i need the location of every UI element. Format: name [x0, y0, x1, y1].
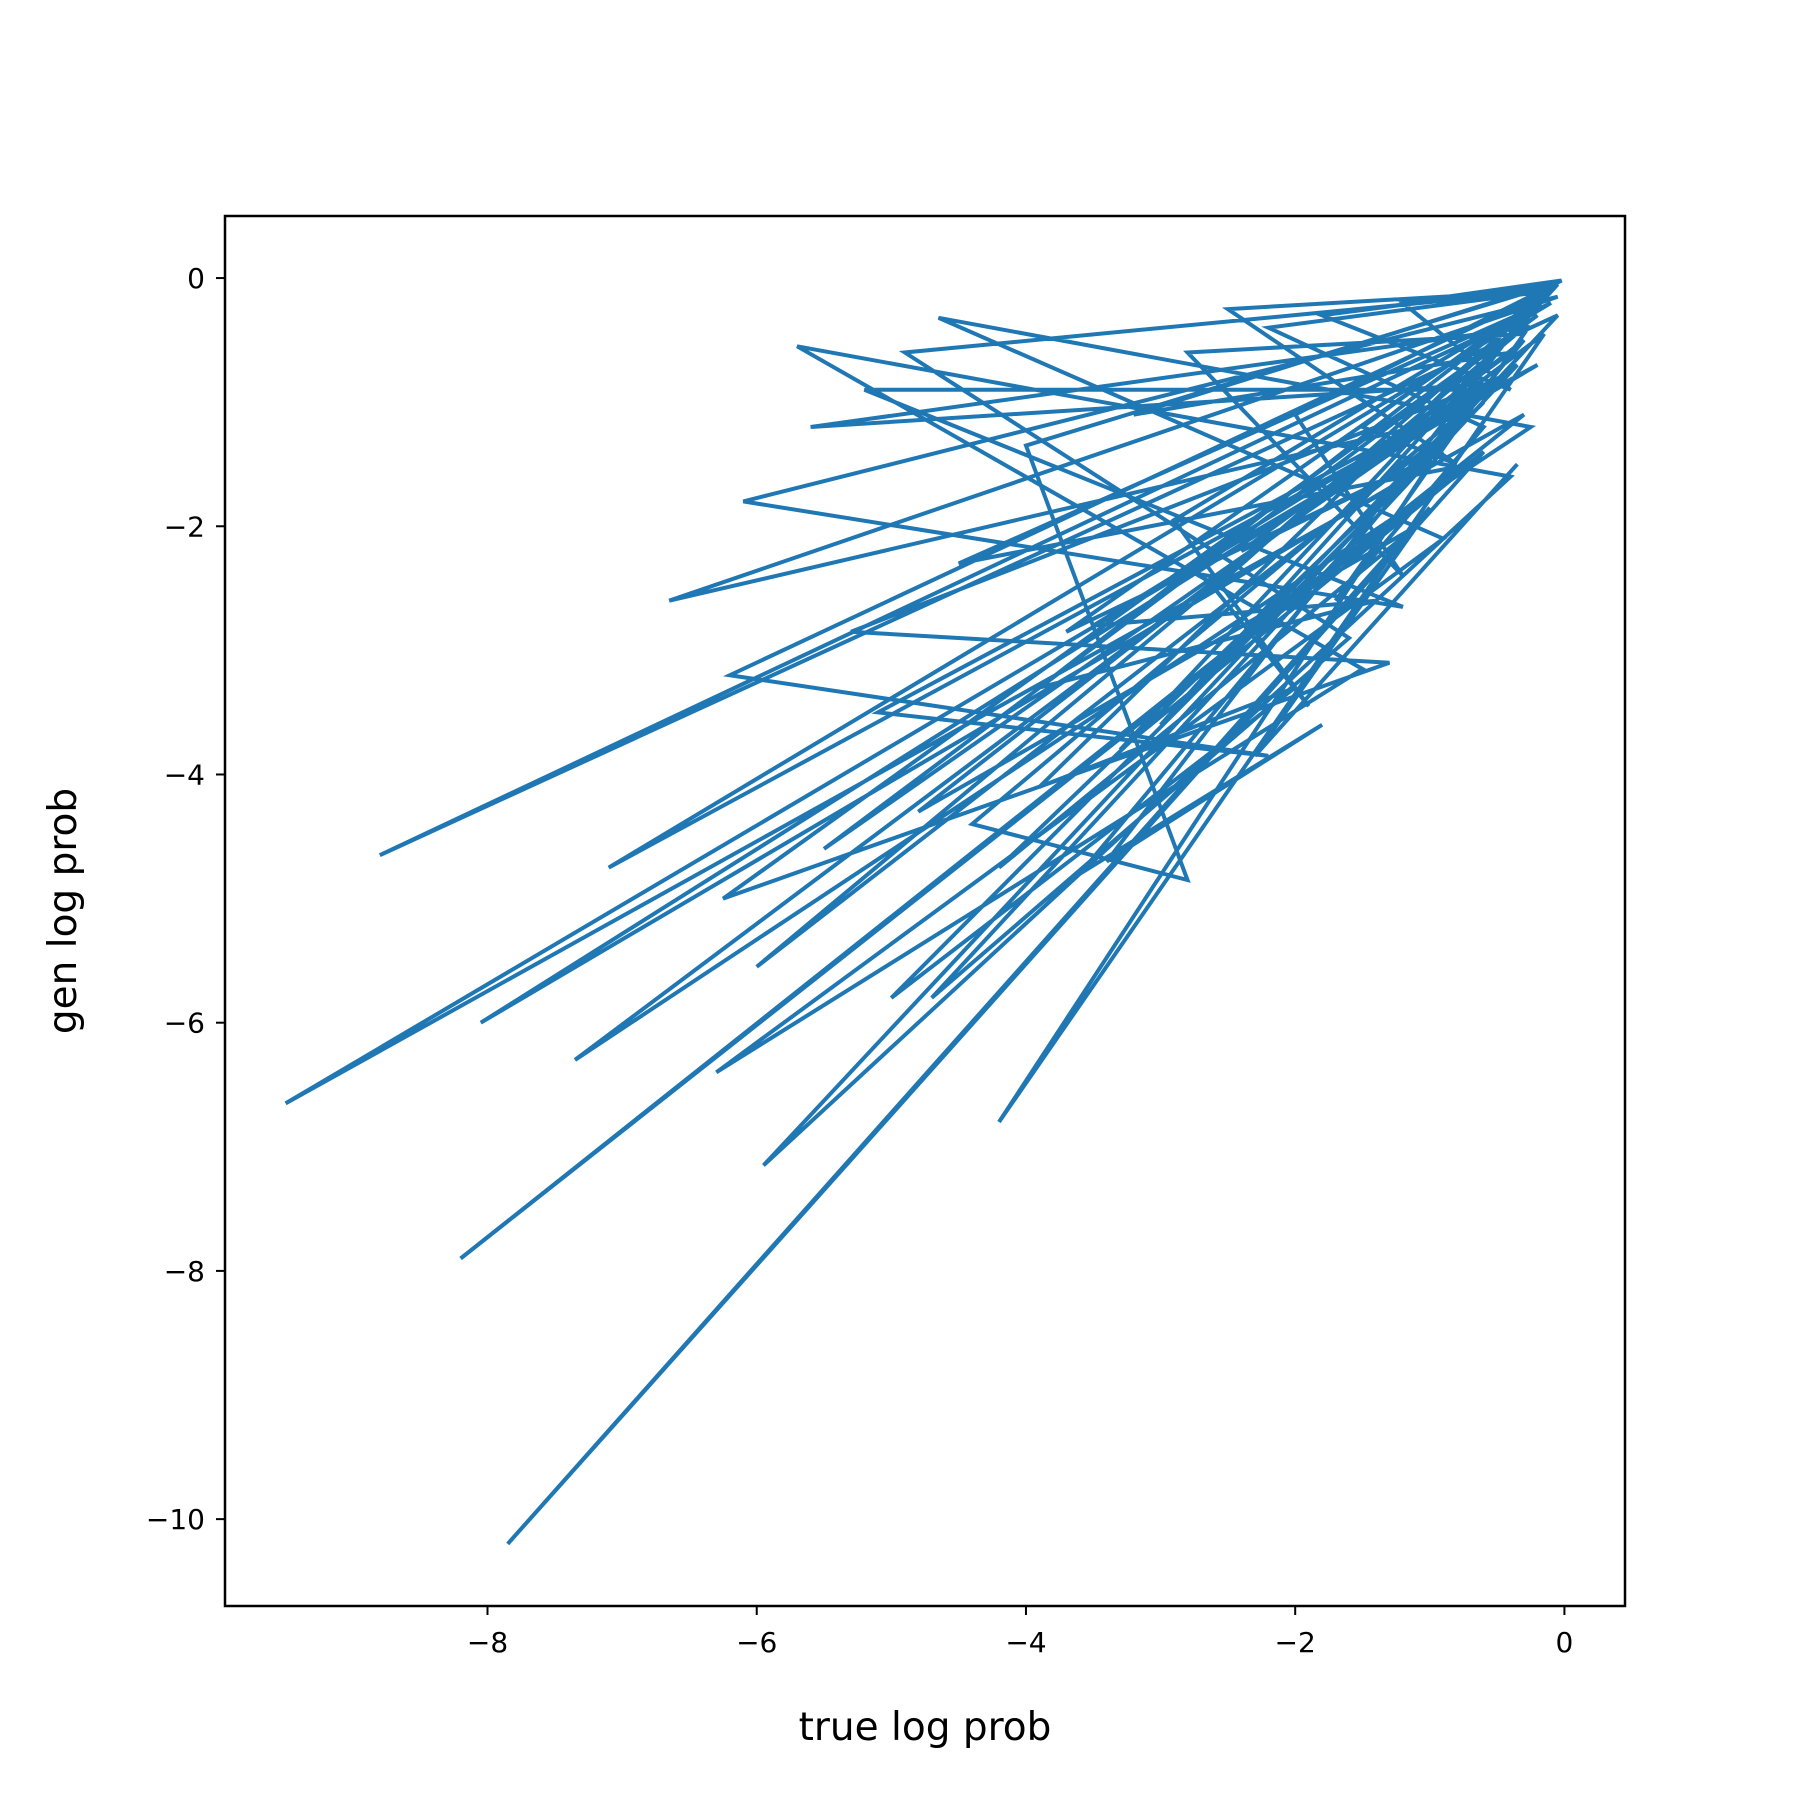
axes-frame [223, 214, 1627, 1608]
series-line-0 [284, 278, 1563, 1546]
y-tick-label: 0 [187, 262, 205, 295]
x-tick-label: −4 [1005, 1626, 1046, 1659]
x-tick-label: −6 [736, 1626, 777, 1659]
series-layer [284, 278, 1563, 1546]
y-tick-label: −2 [164, 510, 205, 543]
y-tick-label: −4 [164, 758, 205, 791]
y-tick-label: −6 [164, 1007, 205, 1040]
x-axis: −8 −6 −4 −2 0 [467, 1606, 1573, 1659]
y-axis-label: gen log prob [41, 788, 86, 1034]
x-tick-label: 0 [1556, 1626, 1574, 1659]
y-tick-label: −10 [146, 1503, 205, 1536]
x-axis-label: true log prob [799, 1705, 1052, 1750]
y-axis: 0 −2 −4 −6 −8 −10 [146, 262, 225, 1536]
x-tick-label: −8 [467, 1626, 508, 1659]
x-tick-label: −2 [1275, 1626, 1316, 1659]
y-tick-label: −8 [164, 1255, 205, 1288]
plot-area [284, 278, 1563, 1546]
